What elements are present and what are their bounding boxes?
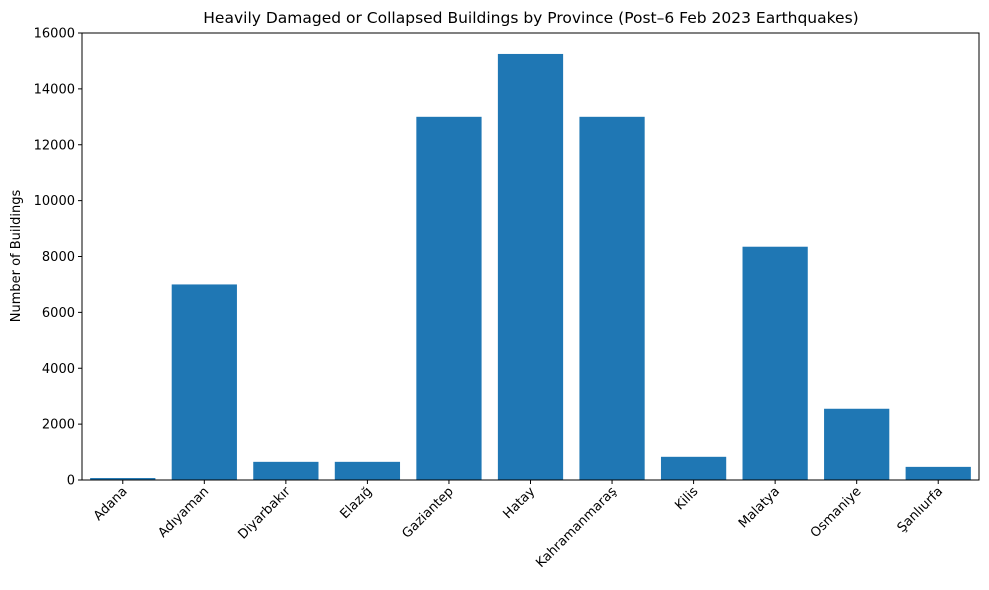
bar-hatay — [497, 53, 564, 480]
y-tick-label: 2000 — [42, 418, 75, 433]
bar-malatya — [742, 246, 808, 480]
y-tick-label: 0 — [67, 474, 75, 489]
bar--anl-urfa — [905, 466, 971, 480]
y-tick-label: 4000 — [42, 362, 75, 377]
y-tick-label: 10000 — [34, 194, 75, 209]
bar-adana — [90, 478, 156, 480]
chart-title: Heavily Damaged or Collapsed Buildings b… — [203, 9, 858, 27]
y-tick-label: 8000 — [42, 250, 75, 265]
bar-kilis — [660, 456, 727, 480]
bar-diyarbak-r — [253, 461, 319, 480]
plot-area: 0200040006000800010000120001400016000Ada… — [34, 27, 980, 571]
y-tick-label: 16000 — [34, 27, 75, 42]
bar-osmaniye — [824, 408, 890, 480]
y-tick-label: 14000 — [34, 82, 75, 97]
y-tick-label: 6000 — [42, 306, 75, 321]
bar-kahramanmara- — [579, 116, 645, 480]
bar-elaz- — [334, 461, 401, 480]
bar-gaziantep — [416, 116, 482, 480]
y-axis-label: Number of Buildings — [9, 190, 24, 323]
bar-ad-yaman — [171, 284, 237, 480]
y-tick-label: 12000 — [34, 138, 75, 153]
